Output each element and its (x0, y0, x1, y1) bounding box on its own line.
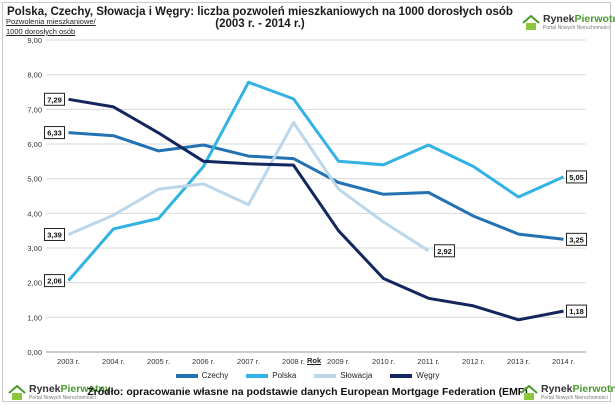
chart-title: Polska, Czechy, Słowacja i Węgry: liczba… (7, 6, 513, 30)
house-icon (520, 384, 538, 401)
x-axis-label: Rok (307, 356, 322, 365)
x-tick-label: 2004 r. (102, 357, 125, 366)
y-tick-label: 6,00 (27, 140, 42, 149)
logo-bottom-right: RynekPierwotny Portal Nowych Nieruchomoś… (520, 384, 615, 401)
logo-name-left: Rynek (29, 383, 61, 395)
x-tick-label: 2005 r. (147, 357, 170, 366)
x-tick-label: 2003 r. (57, 357, 80, 366)
x-tick-label: 2007 r. (237, 357, 260, 366)
chart-frame (2, 2, 611, 402)
x-tick-label: 2006 r. (192, 357, 215, 366)
data-label-box (44, 92, 65, 106)
legend-label: Polska (272, 371, 297, 380)
y-axis-label-line-2: 1000 dorosłych osób (6, 27, 76, 36)
data-label-box (44, 274, 65, 288)
y-tick-label: 3,00 (27, 244, 42, 253)
data-label: 7,29 (47, 95, 62, 104)
house-icon (522, 14, 540, 31)
x-tick-label: 2008 r. (282, 357, 305, 366)
x-tick-label: 2013 r. (507, 357, 530, 366)
data-label: 5,05 (569, 173, 584, 182)
x-tick-label: 2012 r. (462, 357, 485, 366)
data-label: 6,33 (47, 129, 62, 138)
x-tick-label: 2009 r. (327, 357, 350, 366)
legend-swatch (246, 373, 269, 378)
data-label-box (44, 126, 65, 140)
legend-label: Słowacja (340, 371, 373, 380)
series-line-węgry (68, 97, 564, 322)
legend: Czechy Polska Słowacja Węgry (0, 371, 615, 380)
y-tick-label: 5,00 (27, 175, 42, 184)
y-tick-label: 7,00 (27, 105, 42, 114)
logo-name-left: Rynek (543, 13, 575, 25)
x-tick-label: 2011 r. (417, 357, 439, 366)
data-label: 3,25 (569, 235, 584, 244)
y-tick-label: 4,00 (27, 209, 42, 218)
logo-name-left: Rynek (541, 383, 573, 395)
data-label-box (434, 244, 455, 258)
logo-name-right: Pierwotny (574, 13, 615, 25)
data-label-box (566, 304, 587, 318)
data-label: 3,39 (47, 230, 62, 239)
y-axis-label-line-1: Pozwolenia mieszkaniowe/ (6, 17, 96, 26)
house-icon (8, 384, 26, 401)
data-label: 2,92 (437, 247, 452, 256)
y-tick-label: 0,00 (27, 348, 42, 357)
series-line-słowacja (67, 121, 430, 253)
source-note: Źródło: opracowanie własne na podstawie … (87, 386, 528, 398)
y-tick-label: 1,00 (27, 313, 42, 322)
legend-item: Słowacja (314, 371, 372, 380)
data-label-box (566, 170, 587, 184)
legend-swatch (314, 373, 337, 378)
logo-name-right: Pierwotny (572, 383, 615, 395)
x-tick-label: 2014 r. (552, 357, 575, 366)
series-line-czechy (68, 131, 564, 241)
legend-swatch (390, 373, 413, 378)
y-tick-label: 2,00 (27, 279, 42, 288)
logo-tagline: Portal Nowych Nieruchomości (543, 25, 610, 31)
legend-item: Węgry (390, 371, 439, 380)
data-label: 2,06 (47, 277, 62, 286)
logo-tagline: Portal Nowych Nieruchomości (29, 395, 96, 401)
legend-item: Czechy (175, 371, 229, 380)
data-label: 1,18 (569, 307, 584, 316)
series-line-polska (67, 80, 565, 282)
data-label-box (566, 232, 587, 246)
y-tick-label: 8,00 (27, 71, 42, 80)
legend-item: Polska (246, 371, 296, 380)
legend-swatch (175, 373, 198, 378)
data-label-box (44, 227, 65, 241)
y-tick-label: 9,00 (27, 36, 42, 45)
legend-label: Węgry (416, 371, 440, 380)
y-axis-label: Pozwolenia mieszkaniowe/ 1000 dorosłych … (6, 17, 96, 37)
logo-bottom: RynekPierwotny Portal Nowych Nieruchomoś… (8, 384, 111, 401)
x-tick-label: 2010 r. (372, 357, 395, 366)
logo-tagline: Portal Nowych Nieruchomości (541, 395, 608, 401)
legend-label: Czechy (201, 371, 229, 380)
logo-name-right: Pierwotny (60, 383, 111, 395)
logo-top: RynekPierwotny Portal Nowych Nieruchomoś… (522, 14, 615, 31)
